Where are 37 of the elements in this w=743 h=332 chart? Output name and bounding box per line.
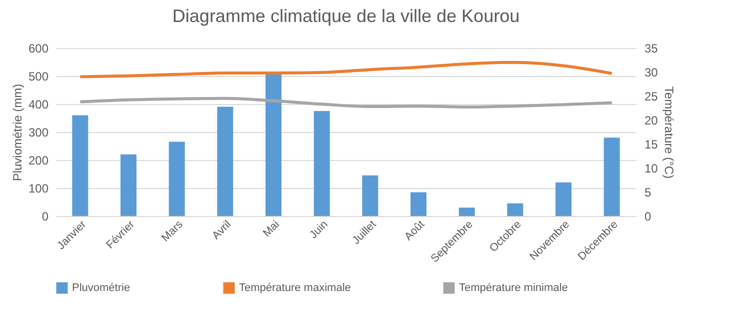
bar [314, 111, 330, 216]
line-series [78, 96, 614, 109]
y-tick-label: 300 [28, 126, 49, 140]
bar [604, 138, 620, 216]
bar [362, 175, 378, 216]
y-tick-label: 400 [28, 98, 49, 112]
legend-label: Pluvométrie [72, 282, 130, 294]
bar [458, 208, 475, 216]
y2-tick-label: 25 [644, 90, 658, 104]
bar [217, 106, 234, 216]
bar [410, 192, 426, 216]
bar [266, 73, 282, 216]
x-tick-label: Mai [260, 218, 282, 240]
y-tick-label: 200 [28, 154, 49, 168]
x-tick-label: Juin [308, 218, 330, 242]
y2-tick-label: 10 [644, 162, 658, 176]
y2-tick-label: 15 [644, 138, 658, 152]
y2-tick-label: 30 [644, 66, 658, 80]
legend-label: Température minimale [459, 282, 568, 294]
line-series [78, 60, 614, 78]
bar [507, 203, 524, 216]
y2-tick-label: 20 [644, 114, 658, 128]
y-axis-title: Pluviométrie (mm) [10, 84, 24, 182]
bar [120, 154, 136, 216]
legend-label: Température maximale [239, 282, 351, 294]
chart-title: Diagramme climatique de la ville de Kourou [172, 6, 520, 26]
y2-tick-label: 5 [644, 186, 652, 200]
y-tick-label: 600 [28, 42, 49, 56]
y-tick-label: 100 [28, 182, 49, 196]
y2-axis-title: Température (°C) [662, 86, 676, 179]
y2-tick-label: 0 [644, 210, 652, 224]
bar [168, 142, 185, 216]
y2-tick-label: 35 [644, 42, 658, 56]
bar [72, 115, 88, 216]
y-tick-label: 0 [42, 210, 49, 224]
y-tick-label: 500 [28, 70, 49, 84]
bar [556, 182, 572, 216]
